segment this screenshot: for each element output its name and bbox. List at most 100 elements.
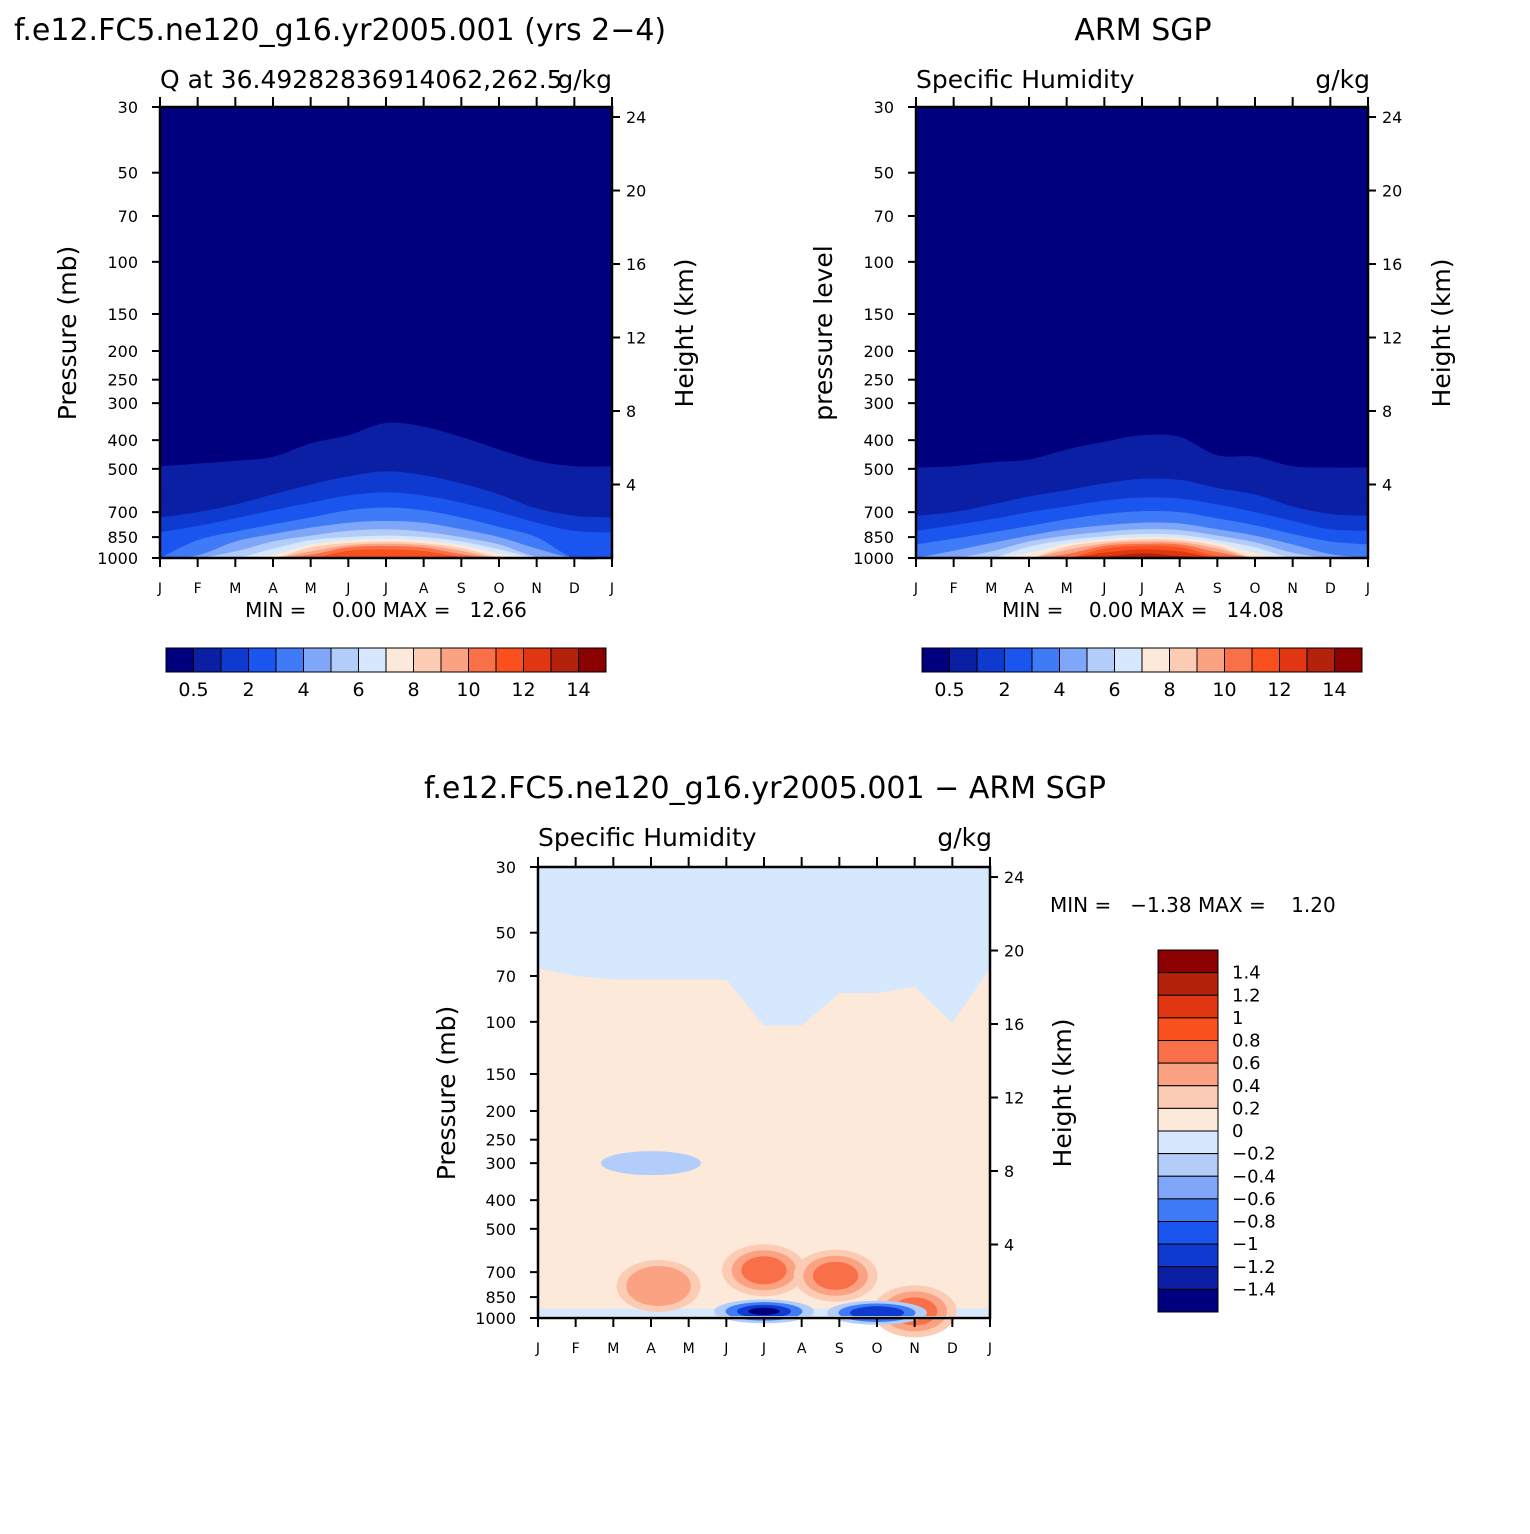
colorbar-label: 0.6 xyxy=(1232,1053,1261,1074)
y-tick-label: 850 xyxy=(107,528,138,547)
colorbar: 0.5 2 4 6 8 10 12 14 xyxy=(165,647,607,701)
colorbar-swatch xyxy=(1031,647,1060,673)
colorbar-label: 0.5 xyxy=(178,679,208,701)
colorbar-swatch xyxy=(275,647,304,673)
y2-tick-label: 4 xyxy=(626,476,636,495)
colorbar-swatch xyxy=(303,647,332,673)
x-tick-label: D xyxy=(1325,581,1336,597)
colorbar-label: 10 xyxy=(1212,679,1236,701)
colorbar-swatch xyxy=(1157,949,1219,974)
colorbar-label: 14 xyxy=(566,679,590,701)
colorbar-swatch xyxy=(1059,647,1088,673)
x-tick-label: F xyxy=(950,581,958,597)
y-tick-label: 100 xyxy=(485,1013,516,1032)
colorbar-swatch xyxy=(578,647,607,673)
colorbar-swatch xyxy=(921,647,950,673)
y-tick-label: 150 xyxy=(485,1065,516,1084)
y2-tick-label: 12 xyxy=(626,329,646,348)
y-tick-label: 200 xyxy=(107,342,138,361)
x-tick-label: O xyxy=(1249,581,1260,597)
colorbar-label: 4 xyxy=(297,679,309,701)
y-tick-label: 50 xyxy=(118,164,138,183)
x-tick-label: A xyxy=(1024,581,1034,597)
y-tick-label: 70 xyxy=(118,207,138,226)
colorbar-swatch xyxy=(1157,1243,1219,1268)
min-max-readout: MIN = 0.00 MAX = 12.66 xyxy=(245,598,527,622)
colorbar-swatch xyxy=(1114,647,1143,673)
panel-subtitle: Specific Humidity xyxy=(916,65,1135,94)
x-tick-label: M xyxy=(985,581,997,597)
contour-plot: 30 50 70 100 150 200 250 300 400 500 700 850 1000 24 2… xyxy=(853,97,1402,597)
y-tick-label: 30 xyxy=(496,858,516,877)
colorbar-label: 6 xyxy=(352,679,364,701)
x-tick-label: S xyxy=(457,581,466,597)
colorbar-label: −0.8 xyxy=(1232,1212,1276,1233)
x-tick-label: J xyxy=(761,1341,766,1357)
y-tick-label: 700 xyxy=(863,503,894,522)
x-tick-label: J xyxy=(723,1341,728,1357)
panel-subtitle: Q at 36.49282836914062,262.5 xyxy=(160,65,563,94)
contour-plot: 30 50 70 100 150 200 250 300 400 500 700 850 1000 24 2… xyxy=(97,97,646,597)
colorbar-swatch xyxy=(1157,1107,1219,1132)
y-tick-label: 200 xyxy=(485,1102,516,1121)
x-tick-label: O xyxy=(493,581,504,597)
colorbar-swatch xyxy=(413,647,442,673)
panel-title: ARM SGP xyxy=(1074,13,1211,48)
x-tick-label: M xyxy=(607,1341,619,1357)
colorbar-label: 1 xyxy=(1232,1008,1243,1029)
positive-anomaly xyxy=(741,1256,787,1285)
colorbar-label: 2 xyxy=(242,679,254,701)
y-tick-label: 1000 xyxy=(853,549,894,568)
colorbar-swatch xyxy=(1141,647,1170,673)
x-tick-label: F xyxy=(572,1341,580,1357)
colorbar-swatch xyxy=(1157,1085,1219,1109)
colorbar-swatch xyxy=(976,647,1005,673)
colorbar-swatch xyxy=(495,647,524,673)
y2-tick-label: 24 xyxy=(626,108,646,127)
x-tick-label: M xyxy=(229,581,241,597)
y-tick-label: 300 xyxy=(863,394,894,413)
y2-tick-label: 12 xyxy=(1004,1089,1024,1108)
x-tick-label: J xyxy=(157,581,162,597)
colorbar-swatch xyxy=(165,647,194,673)
y-tick-label: 50 xyxy=(496,924,516,943)
colorbar-label: −1 xyxy=(1232,1234,1259,1255)
colorbar-swatch xyxy=(949,647,978,673)
contour-plot: 30 50 70 100 150 200 250 300 400 500 700 850 1000 24 2… xyxy=(475,857,1024,1357)
colorbar-label: 0.5 xyxy=(934,679,964,701)
y2-tick-label: 16 xyxy=(626,255,646,274)
y2-axis-label: Height (km) xyxy=(1427,259,1456,408)
y2-axis-label: Height (km) xyxy=(1048,1019,1077,1168)
y2-tick-label: 16 xyxy=(1004,1015,1024,1034)
colorbar-swatch xyxy=(1157,994,1219,1019)
negative-anomaly xyxy=(601,1151,701,1176)
colorbar-label: 1.4 xyxy=(1232,963,1261,984)
y-tick-label: 150 xyxy=(107,305,138,324)
x-tick-label: J xyxy=(913,581,918,597)
y-tick-label: 500 xyxy=(107,460,138,479)
min-max-readout: MIN = −1.38 MAX = 1.20 xyxy=(1050,893,1336,917)
colorbar-swatch xyxy=(1334,647,1363,673)
colorbar-swatch xyxy=(1157,1040,1219,1064)
y-tick-label: 700 xyxy=(107,503,138,522)
colorbar-label: −0.4 xyxy=(1232,1166,1276,1187)
y2-tick-label: 12 xyxy=(1382,329,1402,348)
y2-tick-label: 24 xyxy=(1382,108,1402,127)
colorbar-swatch xyxy=(1279,647,1308,673)
colorbar-label: 8 xyxy=(1163,679,1175,701)
x-tick-label: J xyxy=(535,1341,540,1357)
x-tick-label: F xyxy=(194,581,202,597)
colorbar-label: 0 xyxy=(1232,1121,1243,1142)
colorbar: 0.5 2 4 6 8 10 12 14 xyxy=(921,647,1363,701)
positive-anomaly xyxy=(812,1261,859,1290)
x-tick-label: J xyxy=(1365,581,1370,597)
y-axis-label: Pressure (mb) xyxy=(432,1006,461,1180)
y-tick-label: 250 xyxy=(485,1131,516,1150)
colorbar-swatch xyxy=(1157,1062,1219,1087)
y-tick-label: 250 xyxy=(107,371,138,390)
y-axis-label: pressure level xyxy=(809,245,838,420)
y-tick-label: 100 xyxy=(107,253,138,272)
colorbar-label: 14 xyxy=(1322,679,1346,701)
y-tick-label: 70 xyxy=(496,967,516,986)
